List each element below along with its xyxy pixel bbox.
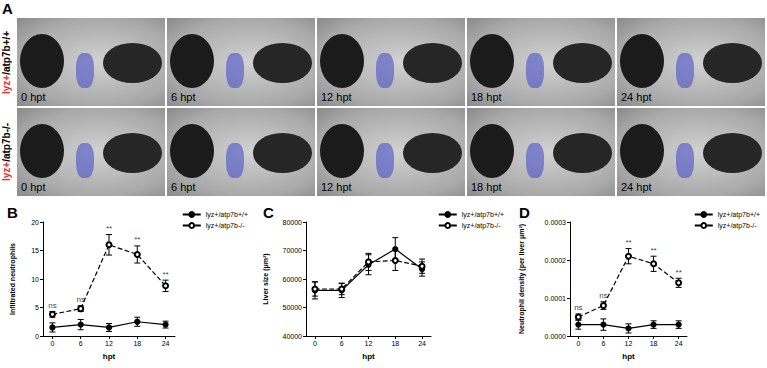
svg-text:10: 10 xyxy=(31,276,39,283)
svg-text:lyz+/atp7b-/-: lyz+/atp7b-/- xyxy=(718,222,757,230)
html-text:18 hpt: 18 hpt xyxy=(471,91,502,103)
svg-text:18: 18 xyxy=(650,340,658,347)
svg-text:6: 6 xyxy=(79,340,83,347)
html-text:lyz+: lyz+ xyxy=(1,161,12,181)
svg-text:40000: 40000 xyxy=(283,333,303,340)
html-text:A: A xyxy=(2,0,13,17)
svg-text:60000: 60000 xyxy=(283,276,303,283)
html-text:18 hpt: 18 hpt xyxy=(471,181,502,193)
svg-text:**: ** xyxy=(162,270,168,279)
svg-text:hpt: hpt xyxy=(362,352,375,361)
svg-text:0: 0 xyxy=(313,340,317,347)
svg-text:80000: 80000 xyxy=(283,219,303,226)
svg-text:0.0000: 0.0000 xyxy=(545,333,567,340)
svg-text:6: 6 xyxy=(601,340,605,347)
svg-text:**: ** xyxy=(134,235,140,244)
svg-text:18: 18 xyxy=(391,340,399,347)
svg-text:B: B xyxy=(7,204,18,221)
svg-text:24: 24 xyxy=(675,340,683,347)
html-text:/atp7b-/-: /atp7b-/- xyxy=(1,123,12,162)
svg-text:15: 15 xyxy=(31,247,39,254)
svg-text:0: 0 xyxy=(35,333,39,340)
svg-text:0.0001: 0.0001 xyxy=(545,295,567,302)
svg-text:18: 18 xyxy=(133,340,141,347)
html-text:24 hpt: 24 hpt xyxy=(621,91,652,103)
svg-text:lyz+/atp7b+/+: lyz+/atp7b+/+ xyxy=(206,211,248,219)
svg-text:0: 0 xyxy=(50,340,54,347)
svg-text:Infiltrated neutrophils: Infiltrated neutrophils xyxy=(9,243,17,315)
svg-text:20: 20 xyxy=(31,219,39,226)
svg-text:D: D xyxy=(519,204,530,221)
html-text:lyz+: lyz+ xyxy=(1,74,12,94)
svg-text:ns: ns xyxy=(574,303,582,312)
svg-text:hpt: hpt xyxy=(622,352,635,361)
svg-text:**: ** xyxy=(106,224,112,233)
svg-text:50000: 50000 xyxy=(283,304,303,311)
svg-text:ns: ns xyxy=(599,291,607,300)
svg-text:hpt: hpt xyxy=(103,352,116,361)
html-text:/atp7b+/+: /atp7b+/+ xyxy=(1,30,12,75)
svg-text:12: 12 xyxy=(625,340,633,347)
html-text:6 hpt: 6 hpt xyxy=(171,91,196,103)
svg-text:Liver size (μm²): Liver size (μm²) xyxy=(262,253,270,304)
svg-text:**: ** xyxy=(676,268,682,277)
html-text:0 hpt: 0 hpt xyxy=(21,91,46,103)
svg-text:0: 0 xyxy=(576,340,580,347)
svg-text:5: 5 xyxy=(35,304,39,311)
svg-text:0.0002: 0.0002 xyxy=(545,257,567,264)
html-text:24 hpt: 24 hpt xyxy=(621,181,652,193)
svg-text:6: 6 xyxy=(340,340,344,347)
svg-text:lyz+/atp7b-/-: lyz+/atp7b-/- xyxy=(206,222,245,230)
svg-text:24: 24 xyxy=(418,340,426,347)
svg-text:12: 12 xyxy=(365,340,373,347)
svg-text:lyz+/atp7b+/+: lyz+/atp7b+/+ xyxy=(718,211,760,219)
html-text:0 hpt: 0 hpt xyxy=(21,181,46,193)
svg-text:0.0003: 0.0003 xyxy=(545,219,567,226)
svg-text:C: C xyxy=(263,204,274,221)
svg-text:ns: ns xyxy=(76,295,84,304)
svg-text:**: ** xyxy=(625,238,631,247)
svg-text:Neutrophil density (per liver: Neutrophil density (per liver μm²) xyxy=(518,224,526,334)
svg-text:12: 12 xyxy=(105,340,113,347)
svg-text:24: 24 xyxy=(162,340,170,347)
svg-text:**: ** xyxy=(650,246,656,255)
html-text:6 hpt: 6 hpt xyxy=(171,181,196,193)
html-text:12 hpt: 12 hpt xyxy=(321,91,352,103)
svg-text:lyz+/atp7b-/-: lyz+/atp7b-/- xyxy=(462,222,501,230)
svg-text:lyz+/atp7b+/+: lyz+/atp7b+/+ xyxy=(462,211,504,219)
svg-text:ns: ns xyxy=(48,301,56,310)
svg-text:70000: 70000 xyxy=(283,247,303,254)
html-text:12 hpt: 12 hpt xyxy=(321,181,352,193)
